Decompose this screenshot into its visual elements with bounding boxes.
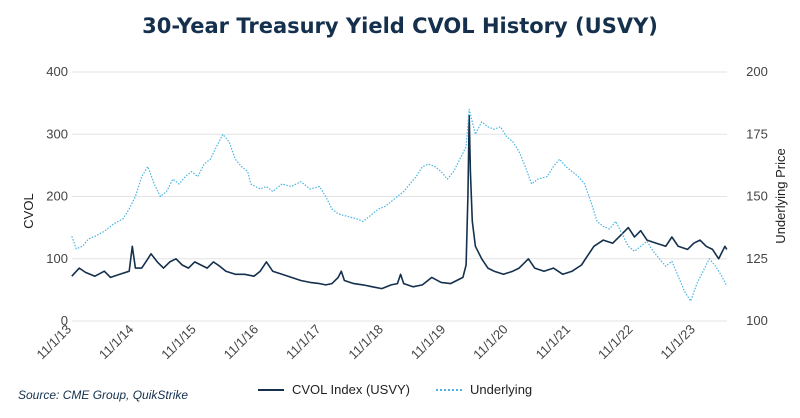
x-tick-label: 11/1/21 — [533, 322, 574, 363]
y-axis-right-label: Underlying Price — [773, 148, 788, 243]
legend: CVOL Index (USVY) Underlying — [258, 382, 558, 397]
legend-swatch-underlying — [436, 388, 463, 391]
legend-label-underlying: Underlying — [470, 382, 533, 397]
y-left-tick-label: 100 — [46, 251, 68, 266]
y-right-tick-label: 200 — [746, 64, 768, 79]
x-axis-ticks: 11/1/13 11/1/14 11/1/15 11/1/16 11/1/17 11/1/… — [34, 322, 698, 363]
y-left-tick-label: 0 — [61, 313, 68, 328]
y-axis-left-label: CVOL — [21, 193, 36, 228]
x-tick-label: 11/1/13 — [34, 322, 75, 363]
y-right-tick-label: 175 — [746, 126, 768, 141]
x-tick-label: 11/1/15 — [158, 322, 199, 363]
y-right-tick-label: 150 — [746, 189, 768, 204]
x-tick-label: 11/1/18 — [345, 322, 386, 363]
y-left-tick-label: 200 — [46, 189, 68, 204]
series-line-underlying — [71, 108, 728, 302]
x-tick-label: 11/1/19 — [408, 322, 449, 363]
x-tick-label: 11/1/16 — [221, 322, 262, 363]
legend-item-cvol: CVOL Index (USVY) — [258, 382, 410, 397]
grid-lines — [72, 71, 727, 322]
x-tick-label: 11/1/23 — [657, 322, 698, 363]
legend-item-underlying: Underlying — [436, 382, 532, 397]
y-right-tick-label: 100 — [746, 313, 768, 328]
y-left-tick-label: 300 — [46, 126, 68, 141]
right-axis-ticks: 100 125 150 175 200 — [746, 64, 768, 328]
x-tick-label: 11/1/20 — [470, 322, 511, 363]
legend-swatch-cvol — [258, 388, 284, 391]
y-right-tick-label: 125 — [746, 251, 768, 266]
left-axis-ticks: 0 100 200 300 400 — [46, 64, 68, 328]
chart-title: 30-Year Treasury Yield CVOL History (USV… — [142, 14, 658, 38]
x-tick-label: 11/1/14 — [96, 322, 137, 363]
series-layer — [71, 108, 728, 302]
x-tick-label: 11/1/17 — [283, 322, 324, 363]
x-tick-label: 11/1/22 — [595, 322, 636, 363]
y-left-tick-label: 400 — [46, 64, 68, 79]
series-line-cvol — [71, 114, 728, 290]
source-note: Source: CME Group, QuikStrike — [18, 388, 189, 402]
legend-label-cvol: CVOL Index (USVY) — [292, 382, 411, 397]
